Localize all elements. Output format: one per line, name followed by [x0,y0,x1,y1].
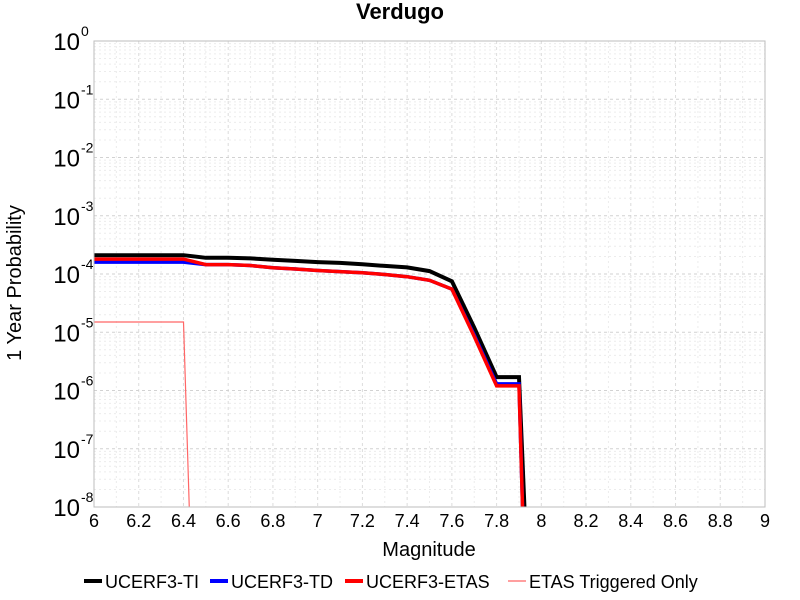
y-axis-label: 1 Year Probability [4,205,26,361]
x-tick-label: 6.4 [171,511,196,531]
y-tick-exponent: -1 [81,81,94,97]
legend: UCERF3-TI UCERF3-TD UCERF3-ETAS ETAS Trigge… [84,572,698,592]
y-tick-label: 10 [53,495,80,522]
legend-label: UCERF3-ETAS [366,572,490,592]
plot-border [93,40,766,508]
legend-label: UCERF3-TI [105,572,199,592]
y-tick-exponent: -6 [81,373,94,389]
x-tick-label: 6.8 [260,511,285,531]
series-group [94,253,527,507]
y-tick-exponent: -5 [81,314,94,330]
x-tick-label: 6.6 [216,511,241,531]
grid [93,40,766,508]
x-tick-label: 7.2 [350,511,375,531]
y-tick-exponent: 0 [81,23,89,39]
y-tick-exponent: -8 [81,489,94,505]
x-tick-label: 7 [313,511,323,531]
y-tick-label: 10 [53,320,80,347]
y-tick-label: 10 [53,29,80,56]
x-tick-label: 8.2 [574,511,599,531]
chart-title: Verdugo [356,0,444,24]
y-tick-label: 10 [53,204,80,231]
y-tick-exponent: -7 [81,431,94,447]
y-tick-exponent: -4 [81,256,94,272]
y-tick-label: 10 [53,87,80,114]
x-tick-label: 6.2 [126,511,151,531]
y-tick-label: 10 [53,146,80,173]
x-tick-label: 8.8 [708,511,733,531]
series-line-ucerf3-etas [94,257,525,507]
y-tick-exponent: -3 [81,198,94,214]
x-tick-label: 8 [536,511,546,531]
x-tick-label: 8.4 [618,511,643,531]
x-tick-label: 9 [760,511,770,531]
x-tick-label: 7.8 [484,511,509,531]
y-tick-label: 10 [53,262,80,289]
series-line-ucerf3-ti [94,253,527,507]
legend-label: ETAS Triggered Only [529,572,698,592]
x-tick-label: 7.4 [395,511,420,531]
x-tick-labels: 6 6.2 6.4 6.6 6.8 7 7.2 7.4 7.6 7.8 8 8.2 8.4 8.6 8.8 9 [89,511,770,531]
x-tick-label: 6 [89,511,99,531]
legend-label: UCERF3-TD [231,572,333,592]
y-tick-exponent: -2 [81,140,94,156]
series-line-etas-triggered-only [94,321,190,507]
x-axis-label: Magnitude [382,539,475,561]
y-tick-label: 10 [53,437,80,464]
x-tick-label: 8.6 [663,511,688,531]
y-tick-label: 10 [53,379,80,406]
x-tick-label: 7.6 [439,511,464,531]
